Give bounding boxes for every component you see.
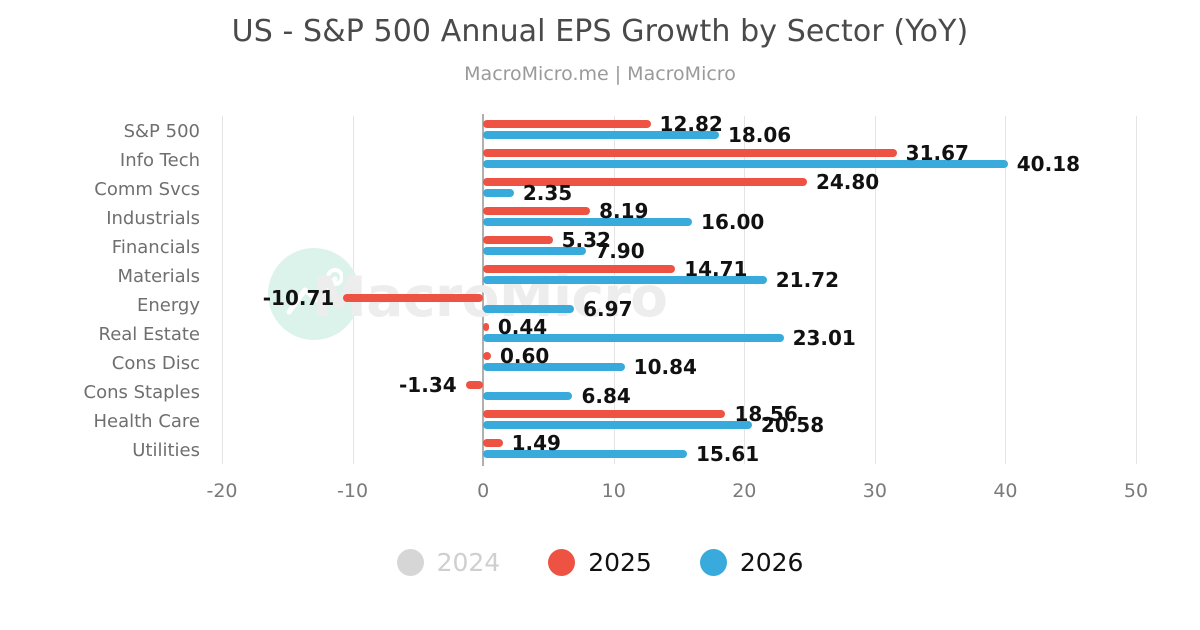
- bar-value-label: 5.32: [561, 228, 611, 252]
- bar-value-label: 18.06: [727, 123, 792, 147]
- legend-label: 2026: [739, 548, 804, 577]
- bar-value-label: 18.56: [734, 402, 798, 426]
- y-axis-label-health-care: Health Care: [93, 411, 200, 432]
- bar-value-label: 20.58: [760, 413, 825, 437]
- x-tick-20: 20: [732, 480, 757, 502]
- bar-2025-energy[interactable]: [343, 294, 484, 302]
- gridline: [1005, 116, 1007, 464]
- bar-2026-s-p-500[interactable]: [483, 131, 719, 139]
- y-axis-label-comm-svcs: Comm Svcs: [94, 179, 200, 200]
- bar-2025-real-estate[interactable]: [483, 323, 489, 331]
- bar-value-label: 15.61: [695, 442, 760, 466]
- x-tick-40: 40: [993, 480, 1018, 502]
- bar-2025-utilities[interactable]: [483, 439, 503, 447]
- legend-item-2026[interactable]: 2026: [699, 548, 804, 577]
- bar-value-label: 12.82: [659, 112, 723, 136]
- legend-label: 2025: [588, 548, 652, 577]
- plot-area: 12.82 18.06 31.67 40.18 24.80 2.35 8.19 16.00 5.…: [222, 112, 1137, 466]
- y-axis-label-materials: Materials: [117, 266, 200, 287]
- bar-2026-materials[interactable]: [483, 276, 767, 284]
- bar-2025-s-p-500[interactable]: [483, 120, 651, 128]
- y-axis-label-industrials: Industrials: [106, 208, 200, 229]
- bar-2026-energy[interactable]: [483, 305, 575, 313]
- bar-value-label: 8.19: [599, 199, 649, 223]
- bar-value-label: -10.71: [262, 286, 335, 310]
- bar-value-label: 40.18: [1016, 152, 1081, 176]
- legend-label: 2024: [436, 548, 501, 577]
- zero-axis-line: [482, 114, 485, 466]
- y-axis-label-utilities: Utilities: [132, 440, 200, 461]
- gridline: [352, 116, 354, 464]
- legend-color-swatch: [396, 549, 424, 576]
- bar-2026-health-care[interactable]: [483, 421, 752, 429]
- gridline: [874, 116, 876, 464]
- x-tick-10: 10: [601, 480, 626, 502]
- bar-2026-financials[interactable]: [483, 247, 587, 255]
- bar-value-label: 7.90: [595, 239, 645, 263]
- legend-color-swatch: [548, 549, 576, 576]
- bar-value-label: 14.71: [684, 257, 748, 281]
- bar-value-label: 23.01: [792, 326, 856, 350]
- y-axis-label-s-p-500: S&P 500: [123, 121, 200, 142]
- legend-item-2024[interactable]: 2024: [396, 548, 501, 577]
- bar-2025-cons-disc[interactable]: [483, 352, 491, 360]
- x-tick-50: 50: [1123, 480, 1149, 502]
- bar-2025-comm-svcs[interactable]: [483, 178, 807, 186]
- bar-value-label: -1.34: [399, 373, 457, 397]
- bar-value-label: 0.44: [497, 315, 548, 339]
- bar-2025-cons-staples[interactable]: [465, 381, 484, 389]
- bar-2026-real-estate[interactable]: [483, 334, 784, 342]
- chart-subtitle: MacroMicro.me | MacroMicro: [464, 63, 736, 85]
- bar-2025-industrials[interactable]: [483, 207, 591, 215]
- bar-2026-comm-svcs[interactable]: [483, 189, 514, 197]
- legend-item-2025[interactable]: 2025: [548, 548, 652, 577]
- bar-2025-health-care[interactable]: [483, 410, 726, 418]
- bar-2025-info-tech[interactable]: [483, 149, 897, 157]
- legend: 2024 2025 2026: [0, 548, 1200, 577]
- x-tick-0: 0: [477, 480, 490, 502]
- x-tick-30: 30: [862, 480, 887, 502]
- bar-value-label: 2.35: [522, 181, 573, 205]
- gridline: [1136, 116, 1137, 464]
- gridline: [222, 116, 223, 464]
- y-axis-label-cons-disc: Cons Disc: [111, 353, 200, 374]
- bar-2026-cons-staples[interactable]: [483, 392, 573, 400]
- legend-color-swatch: [699, 549, 727, 576]
- bar-value-label: 31.67: [905, 141, 969, 165]
- bar-2025-materials[interactable]: [483, 265, 676, 273]
- gridline: [744, 116, 746, 464]
- bar-2026-cons-disc[interactable]: [483, 363, 625, 371]
- x-tick-neg20: -20: [206, 480, 238, 502]
- bar-2026-utilities[interactable]: [483, 450, 687, 458]
- bar-2025-financials[interactable]: [483, 236, 553, 244]
- bar-value-label: 24.80: [815, 170, 880, 194]
- chart-title: US - S&P 500 Annual EPS Growth by Sector…: [231, 14, 969, 49]
- bar-value-label: 6.84: [581, 384, 631, 408]
- bar-2026-industrials[interactable]: [483, 218, 693, 226]
- bar-value-label: 16.00: [701, 210, 765, 234]
- bar-value-label: 1.49: [511, 431, 561, 455]
- x-tick-neg10: -10: [337, 480, 369, 502]
- y-axis-label-info-tech: Info Tech: [119, 150, 200, 171]
- gridline: [613, 116, 615, 464]
- y-axis-label-energy: Energy: [136, 295, 200, 316]
- bar-value-label: 0.60: [499, 344, 550, 368]
- y-axis-label-real-estate: Real Estate: [98, 324, 201, 345]
- y-axis-label-cons-staples: Cons Staples: [83, 382, 200, 403]
- y-axis-label-financials: Financials: [111, 237, 200, 258]
- bar-value-label: 6.97: [583, 297, 633, 321]
- bar-2026-info-tech[interactable]: [483, 160, 1008, 168]
- bar-value-label: 21.72: [775, 268, 839, 292]
- bar-value-label: 10.84: [633, 355, 697, 379]
